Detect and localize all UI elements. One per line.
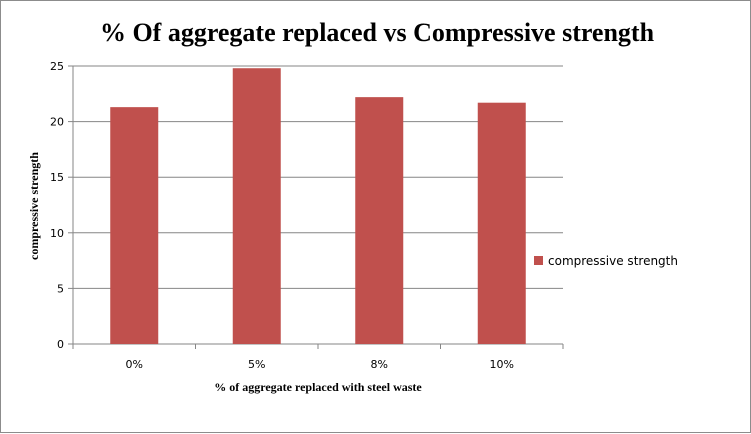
bar (110, 107, 159, 344)
y-axis-ticks: 0 5 10 15 20 25 (50, 60, 73, 351)
y-tick-label: 25 (50, 60, 64, 73)
bar-series (110, 68, 526, 344)
legend-swatch (534, 256, 543, 265)
bar (355, 97, 404, 344)
x-axis-title: % of aggregate replaced with steel waste (214, 380, 422, 394)
legend: compressive strength (534, 254, 678, 268)
x-tick-label: 0% (126, 358, 143, 371)
bar (232, 68, 281, 344)
bar (477, 102, 526, 344)
y-tick-label: 20 (50, 116, 64, 129)
x-tick-label: 5% (248, 358, 265, 371)
chart-title: % Of aggregate replaced vs Compressive s… (100, 18, 655, 47)
y-axis-title: compressive strength (27, 152, 41, 260)
y-tick-label: 10 (50, 227, 64, 240)
legend-label: compressive strength (548, 254, 678, 268)
x-tick-label: 10% (490, 358, 514, 371)
y-tick-label: 0 (57, 338, 64, 351)
x-tick-label: 8% (371, 358, 388, 371)
x-axis-ticks: 0% 5% 8% 10% (72, 344, 564, 371)
y-tick-label: 15 (50, 171, 64, 184)
y-tick-label: 5 (57, 282, 64, 295)
